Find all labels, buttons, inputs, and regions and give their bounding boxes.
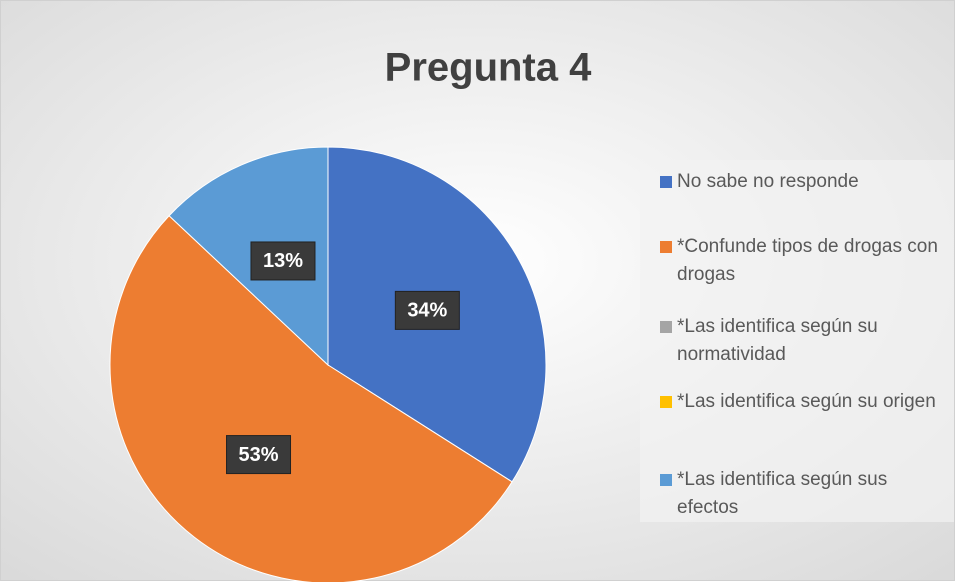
legend-label: *Confunde tipos de drogas con drogas [677, 236, 938, 285]
legend-label: *Las identifica según su origen [677, 391, 936, 412]
legend-swatch [660, 474, 672, 486]
legend-label: *Las identifica según su normatividad [677, 316, 878, 365]
legend-line: No sabe no responde [677, 171, 859, 192]
legend-line: drogas [677, 264, 735, 285]
legend-line: *Las identifica según sus [677, 469, 887, 490]
pie-slice [168, 146, 329, 367]
data-label-box [394, 290, 460, 330]
legend-label: *Las identifica según sus efectos [677, 469, 887, 518]
pie-slice [109, 215, 513, 582]
data-label: 34% [407, 300, 447, 322]
legend-swatch [660, 396, 672, 408]
legend-swatch [660, 321, 672, 333]
legend-swatch [660, 176, 672, 188]
data-label-box [226, 435, 292, 475]
legend-line: *Las identifica según su [677, 316, 878, 337]
legend-label: No sabe no responde [677, 171, 859, 192]
legend-line: *Confunde tipos de drogas con [677, 236, 938, 257]
legend-line: normatividad [677, 344, 786, 365]
legend-box [640, 160, 954, 522]
data-label-box [250, 241, 316, 281]
legend-swatch [660, 241, 672, 253]
data-label: 13% [263, 250, 303, 272]
legend-line: *Las identifica según su origen [677, 391, 936, 412]
legend-line: efectos [677, 497, 738, 518]
data-label: 53% [239, 444, 279, 466]
chart-title: Pregunta 4 [385, 46, 592, 90]
